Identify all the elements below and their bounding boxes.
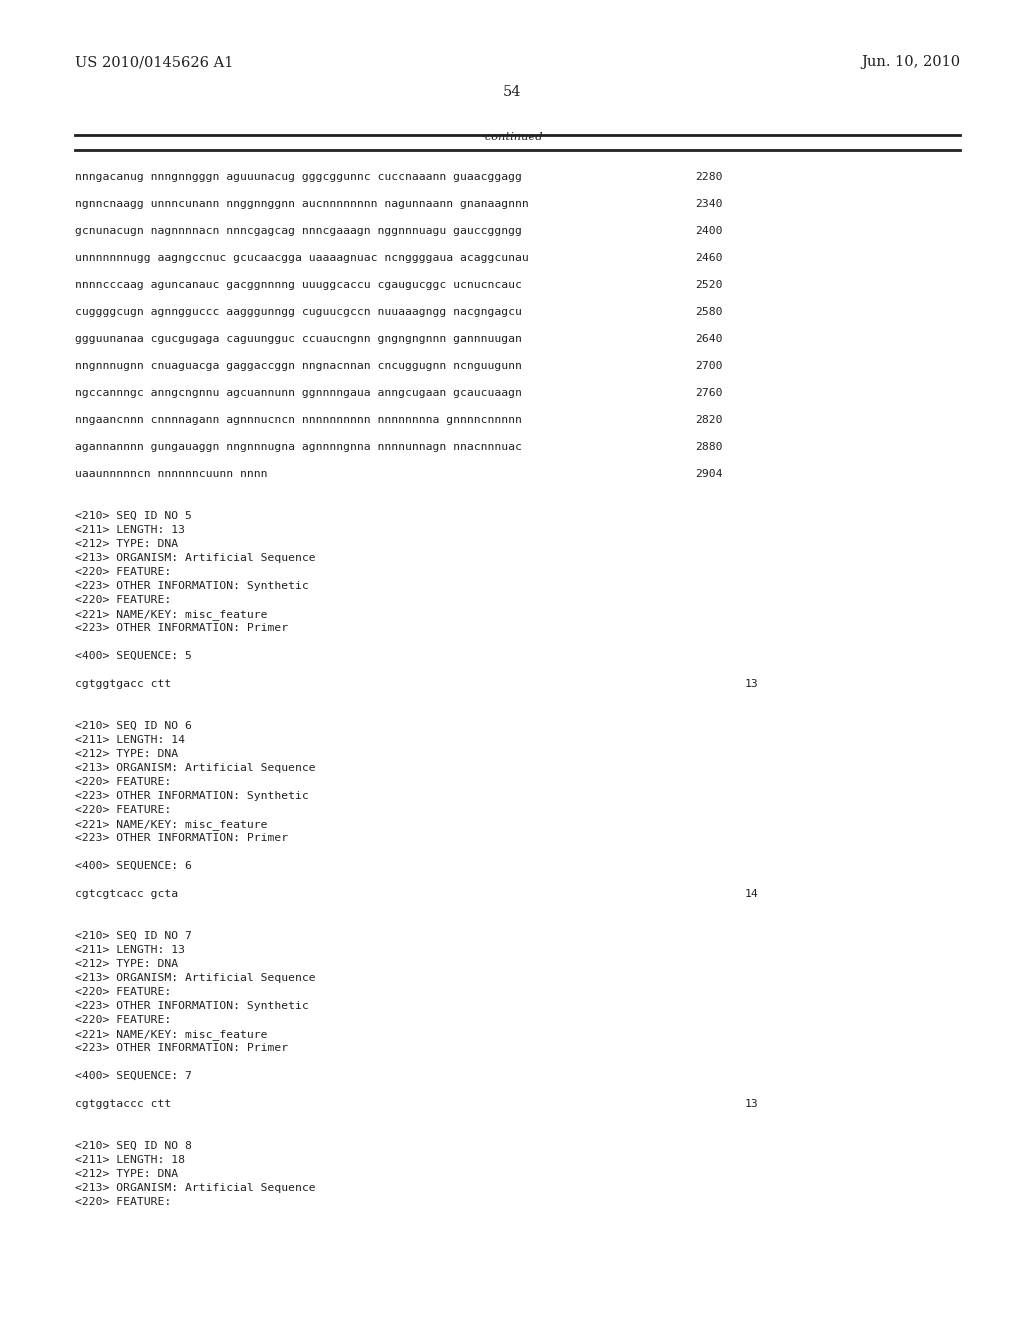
Text: 2340: 2340 — [695, 199, 723, 209]
Text: Jun. 10, 2010: Jun. 10, 2010 — [861, 55, 961, 69]
Text: 14: 14 — [745, 888, 759, 899]
Text: 2880: 2880 — [695, 442, 723, 451]
Text: <220> FEATURE:: <220> FEATURE: — [75, 568, 171, 577]
Text: cgtggtgacc ctt: cgtggtgacc ctt — [75, 678, 171, 689]
Text: 2700: 2700 — [695, 360, 723, 371]
Text: cgtcgtcacc gcta: cgtcgtcacc gcta — [75, 888, 178, 899]
Text: <223> OTHER INFORMATION: Synthetic: <223> OTHER INFORMATION: Synthetic — [75, 1001, 309, 1011]
Text: 54: 54 — [503, 84, 521, 99]
Text: 13: 13 — [745, 678, 759, 689]
Text: <211> LENGTH: 13: <211> LENGTH: 13 — [75, 945, 185, 954]
Text: 2280: 2280 — [695, 172, 723, 182]
Text: <220> FEATURE:: <220> FEATURE: — [75, 1015, 171, 1026]
Text: <211> LENGTH: 13: <211> LENGTH: 13 — [75, 525, 185, 535]
Text: <211> LENGTH: 14: <211> LENGTH: 14 — [75, 735, 185, 744]
Text: <220> FEATURE:: <220> FEATURE: — [75, 1197, 171, 1206]
Text: 2760: 2760 — [695, 388, 723, 399]
Text: 2400: 2400 — [695, 226, 723, 236]
Text: <223> OTHER INFORMATION: Primer: <223> OTHER INFORMATION: Primer — [75, 623, 288, 634]
Text: 13: 13 — [745, 1100, 759, 1109]
Text: <213> ORGANISM: Artificial Sequence: <213> ORGANISM: Artificial Sequence — [75, 763, 315, 774]
Text: <221> NAME/KEY: misc_feature: <221> NAME/KEY: misc_feature — [75, 1030, 267, 1040]
Text: <210> SEQ ID NO 6: <210> SEQ ID NO 6 — [75, 721, 191, 731]
Text: <223> OTHER INFORMATION: Synthetic: <223> OTHER INFORMATION: Synthetic — [75, 791, 309, 801]
Text: <213> ORGANISM: Artificial Sequence: <213> ORGANISM: Artificial Sequence — [75, 1183, 315, 1193]
Text: agannannnn gungauaggn nngnnnugna agnnnngnna nnnnunnagn nnacnnnuac: agannannnn gungauaggn nngnnnugna agnnnng… — [75, 442, 522, 451]
Text: <212> TYPE: DNA: <212> TYPE: DNA — [75, 539, 178, 549]
Text: ngccannngc anngcngnnu agcuannunn ggnnnngaua anngcugaan gcaucuaagn: ngccannngc anngcngnnu agcuannunn ggnnnng… — [75, 388, 522, 399]
Text: cgtggtaccc ctt: cgtggtaccc ctt — [75, 1100, 171, 1109]
Text: <223> OTHER INFORMATION: Primer: <223> OTHER INFORMATION: Primer — [75, 833, 288, 843]
Text: <223> OTHER INFORMATION: Synthetic: <223> OTHER INFORMATION: Synthetic — [75, 581, 309, 591]
Text: nnnncccaag aguncanauc gacggnnnng uuuggcaccu cgaugucggc ucnucncauc: nnnncccaag aguncanauc gacggnnnng uuuggca… — [75, 280, 522, 290]
Text: nngnnnugnn cnuaguacga gaggaccggn nngnacnnan cncuggugnn ncnguugunn: nngnnnugnn cnuaguacga gaggaccggn nngnacn… — [75, 360, 522, 371]
Text: <210> SEQ ID NO 7: <210> SEQ ID NO 7 — [75, 931, 191, 941]
Text: <220> FEATURE:: <220> FEATURE: — [75, 987, 171, 997]
Text: <400> SEQUENCE: 5: <400> SEQUENCE: 5 — [75, 651, 191, 661]
Text: cuggggcugn agnngguccc aagggunngg cuguucgccn nuuaaagngg nacgngagcu: cuggggcugn agnngguccc aagggunngg cuguucg… — [75, 308, 522, 317]
Text: -continued: -continued — [481, 132, 543, 143]
Text: <210> SEQ ID NO 5: <210> SEQ ID NO 5 — [75, 511, 191, 521]
Text: 2580: 2580 — [695, 308, 723, 317]
Text: nngaancnnn cnnnnagann agnnnucncn nnnnnnnnnn nnnnnnnna gnnnncnnnnn: nngaancnnn cnnnnagann agnnnucncn nnnnnnn… — [75, 414, 522, 425]
Text: 2460: 2460 — [695, 253, 723, 263]
Text: ggguunanaa cgucgugaga caguungguc ccuaucngnn gngngngnnn gannnuugan: ggguunanaa cgucgugaga caguungguc ccuaucn… — [75, 334, 522, 345]
Text: <221> NAME/KEY: misc_feature: <221> NAME/KEY: misc_feature — [75, 609, 267, 620]
Text: <220> FEATURE:: <220> FEATURE: — [75, 595, 171, 605]
Text: <220> FEATURE:: <220> FEATURE: — [75, 805, 171, 814]
Text: US 2010/0145626 A1: US 2010/0145626 A1 — [75, 55, 233, 69]
Text: 2904: 2904 — [695, 469, 723, 479]
Text: uaaunnnnncn nnnnnncuunn nnnn: uaaunnnnncn nnnnnncuunn nnnn — [75, 469, 267, 479]
Text: <221> NAME/KEY: misc_feature: <221> NAME/KEY: misc_feature — [75, 818, 267, 830]
Text: nnngacanug nnngnngggn aguuunacug gggcggunnc cuccnaaann guaacggagg: nnngacanug nnngnngggn aguuunacug gggcggu… — [75, 172, 522, 182]
Text: 2640: 2640 — [695, 334, 723, 345]
Text: <223> OTHER INFORMATION: Primer: <223> OTHER INFORMATION: Primer — [75, 1043, 288, 1053]
Text: <400> SEQUENCE: 6: <400> SEQUENCE: 6 — [75, 861, 191, 871]
Text: 2520: 2520 — [695, 280, 723, 290]
Text: <213> ORGANISM: Artificial Sequence: <213> ORGANISM: Artificial Sequence — [75, 553, 315, 564]
Text: unnnnnnnugg aagngccnuc gcucaacgga uaaaagnuac ncnggggaua acaggcunau: unnnnnnnugg aagngccnuc gcucaacgga uaaaag… — [75, 253, 528, 263]
Text: gcnunacugn nagnnnnacn nnncgagcag nnncgaaagn nggnnnuagu gauccggngg: gcnunacugn nagnnnnacn nnncgagcag nnncgaa… — [75, 226, 522, 236]
Text: <213> ORGANISM: Artificial Sequence: <213> ORGANISM: Artificial Sequence — [75, 973, 315, 983]
Text: <212> TYPE: DNA: <212> TYPE: DNA — [75, 960, 178, 969]
Text: <220> FEATURE:: <220> FEATURE: — [75, 777, 171, 787]
Text: <400> SEQUENCE: 7: <400> SEQUENCE: 7 — [75, 1071, 191, 1081]
Text: <210> SEQ ID NO 8: <210> SEQ ID NO 8 — [75, 1140, 191, 1151]
Text: <212> TYPE: DNA: <212> TYPE: DNA — [75, 1170, 178, 1179]
Text: 2820: 2820 — [695, 414, 723, 425]
Text: <211> LENGTH: 18: <211> LENGTH: 18 — [75, 1155, 185, 1166]
Text: <212> TYPE: DNA: <212> TYPE: DNA — [75, 748, 178, 759]
Text: ngnncnaagg unnncunann nnggnnggnn aucnnnnnnnn nagunnaann gnanaagnnn: ngnncnaagg unnncunann nnggnnggnn aucnnnn… — [75, 199, 528, 209]
